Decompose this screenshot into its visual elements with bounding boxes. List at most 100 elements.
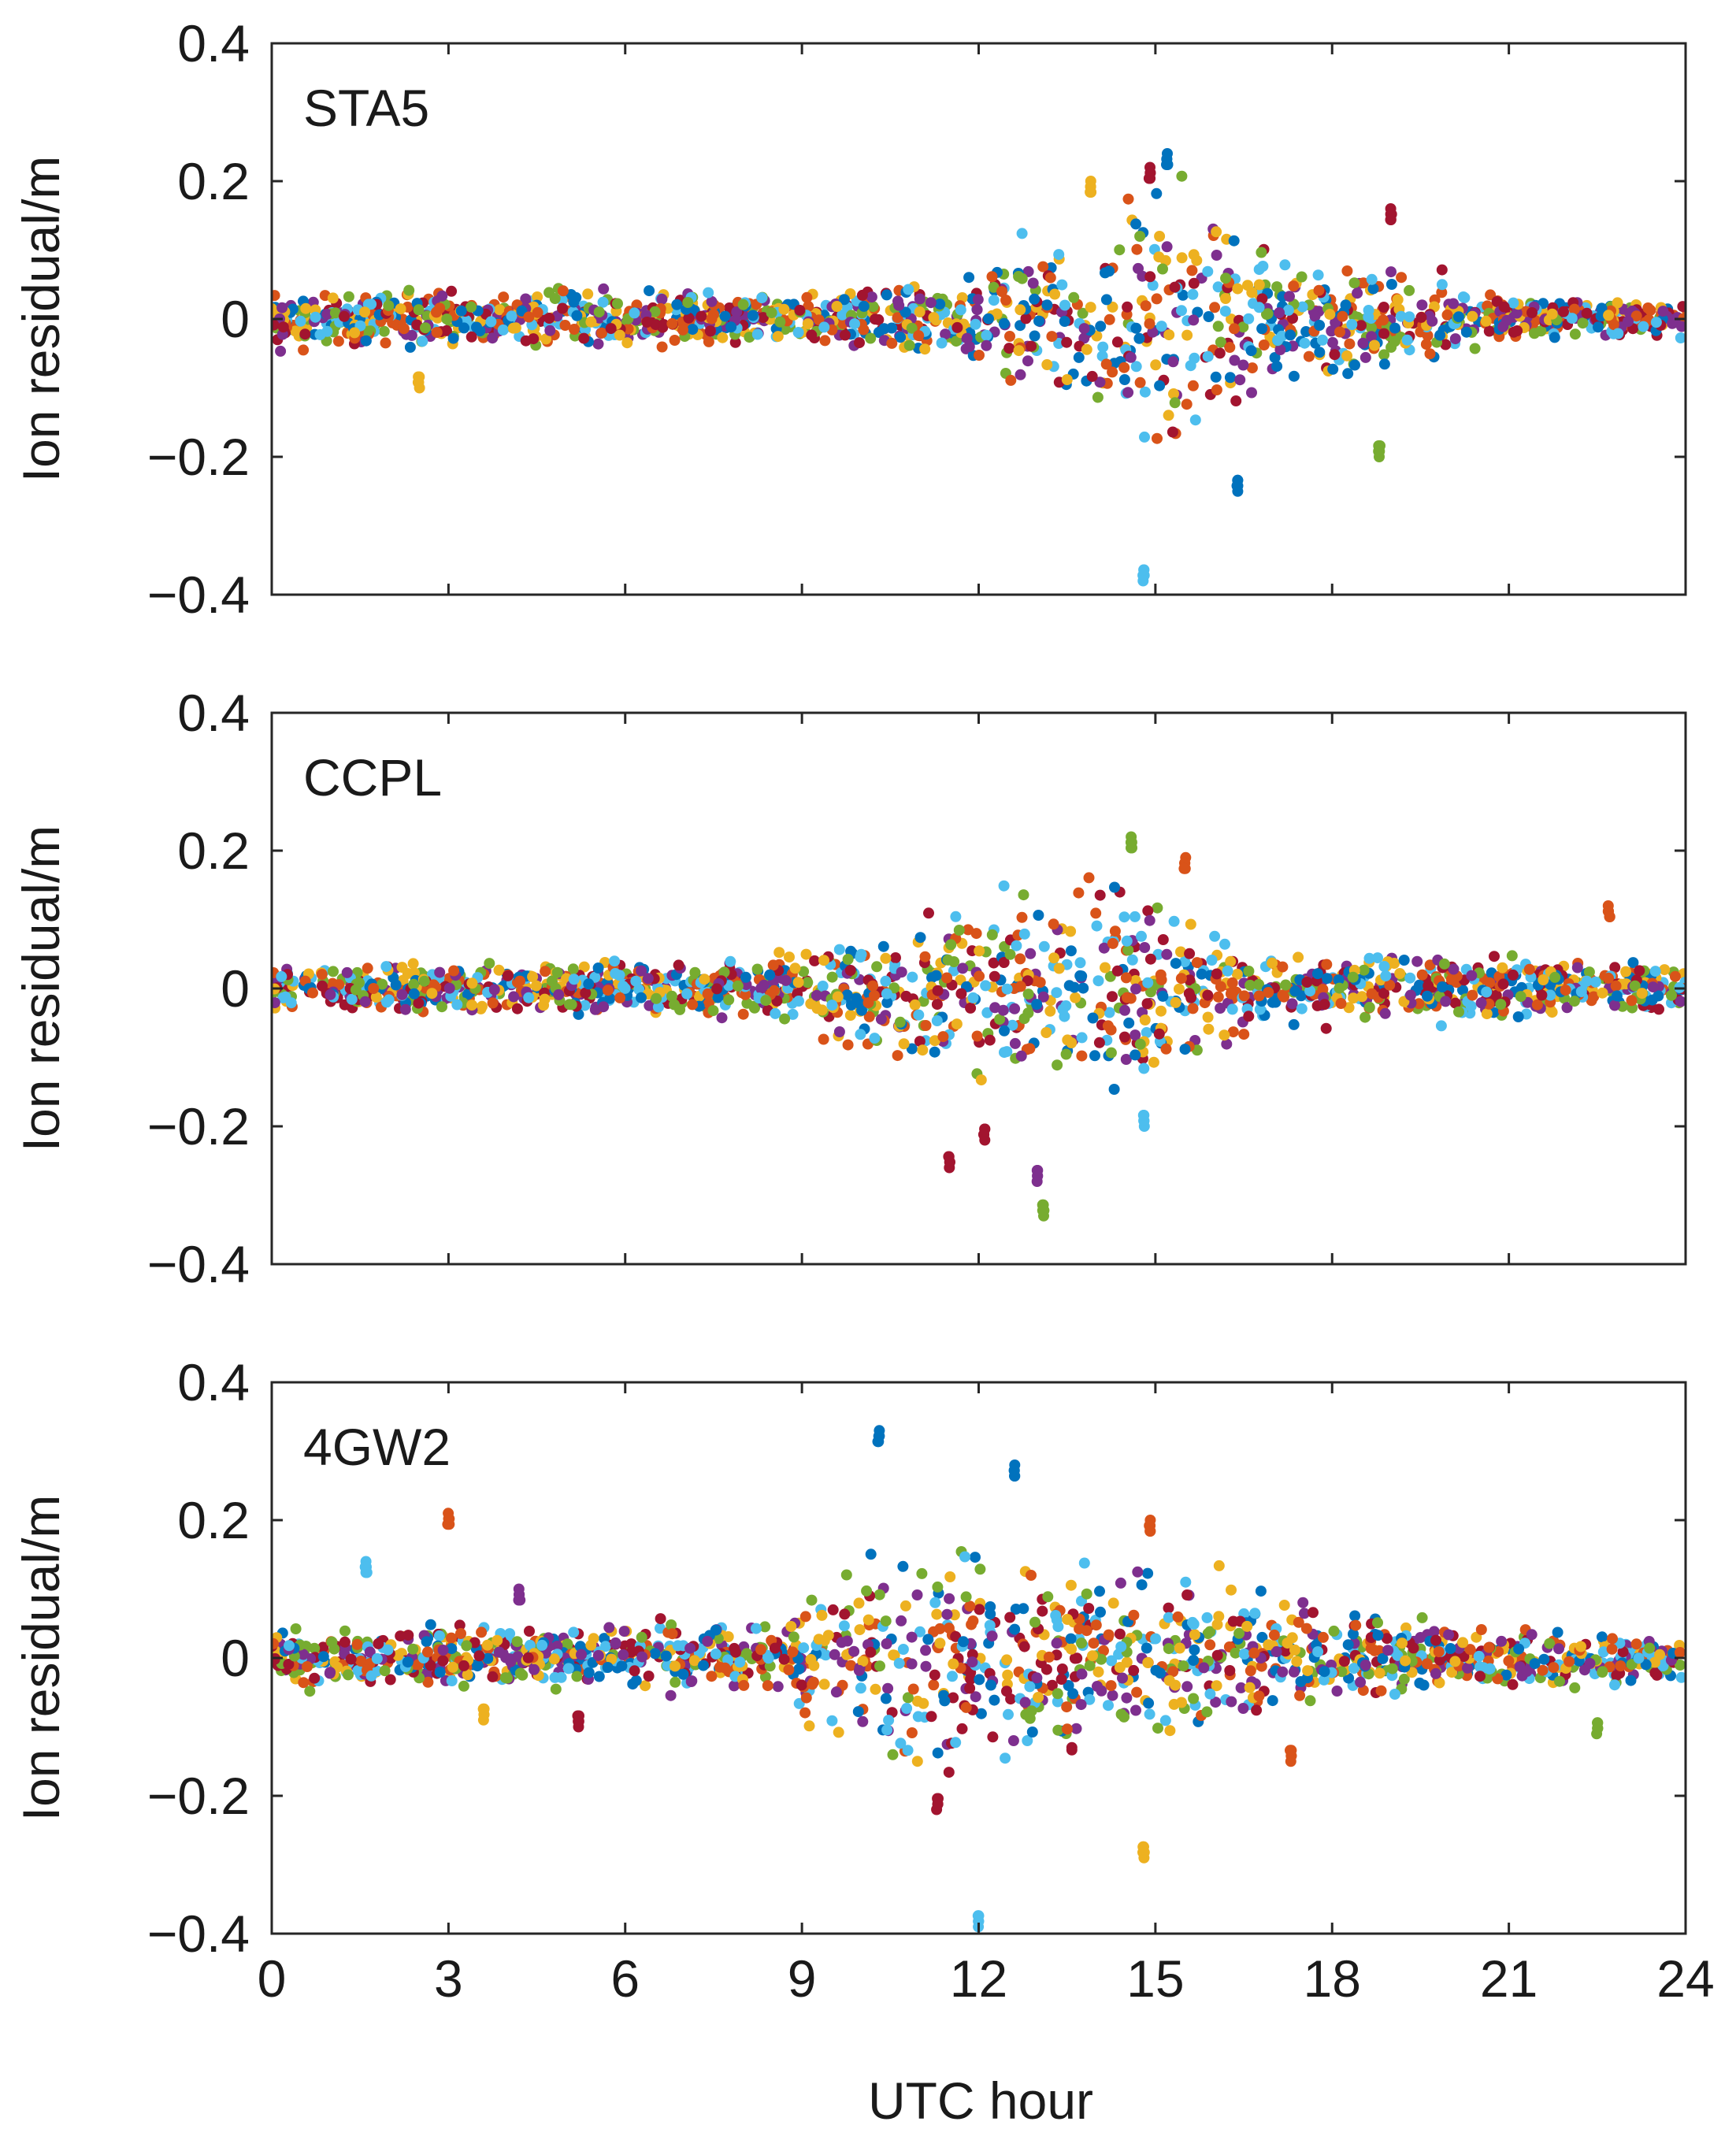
data-point (740, 988, 751, 1000)
data-point (950, 911, 962, 922)
data-point (1312, 269, 1324, 281)
data-point (426, 988, 438, 1000)
data-point (1144, 914, 1155, 926)
data-point (1196, 968, 1207, 980)
data-point (1647, 981, 1659, 993)
data-point (880, 975, 892, 987)
data-point (418, 975, 430, 987)
data-point (1569, 328, 1581, 340)
data-point (1548, 1662, 1560, 1674)
data-point (1024, 1681, 1036, 1693)
data-point (1309, 310, 1321, 322)
data-point (1044, 1005, 1056, 1017)
data-point (1355, 1676, 1367, 1688)
y-tick-label: 0.2 (177, 822, 250, 880)
data-point (582, 288, 594, 300)
data-point (1211, 226, 1222, 238)
data-point (730, 1646, 741, 1658)
data-point (276, 302, 288, 313)
data-point (875, 1014, 887, 1025)
data-point (1267, 996, 1278, 1008)
data-point (364, 1646, 376, 1658)
data-point (1103, 1629, 1115, 1641)
data-point (1296, 1003, 1308, 1014)
data-point (1523, 963, 1535, 975)
data-point (831, 301, 843, 312)
data-point (684, 1642, 696, 1654)
data-point (1473, 1650, 1485, 1662)
data-point (1389, 1689, 1400, 1700)
data-point (999, 1047, 1010, 1059)
data-point (1282, 1637, 1293, 1649)
data-point (1210, 371, 1222, 383)
data-point (681, 988, 693, 1000)
data-point (488, 984, 500, 996)
data-point (1256, 323, 1268, 335)
data-point (881, 1724, 893, 1736)
data-point (290, 1623, 302, 1634)
data-point (974, 970, 985, 982)
data-point (1398, 1673, 1410, 1685)
data-point (408, 978, 420, 990)
data-point (737, 299, 749, 310)
data-point (1434, 1654, 1445, 1666)
data-point (1015, 953, 1026, 965)
data-point (1369, 339, 1380, 351)
data-point (1029, 293, 1040, 305)
data-point (841, 989, 853, 1001)
data-point (826, 1000, 838, 1011)
data-point (893, 1657, 905, 1669)
y-tick-label: 0.4 (177, 1353, 250, 1411)
data-point (1152, 1723, 1163, 1734)
data-point (1092, 975, 1104, 987)
data-point (1136, 1579, 1148, 1591)
data-point (929, 1669, 940, 1681)
data-point (1536, 989, 1548, 1001)
data-point (1302, 1665, 1314, 1677)
data-point (1610, 980, 1622, 992)
data-point (833, 1726, 844, 1738)
data-point (1446, 1667, 1458, 1678)
data-point (1201, 1706, 1213, 1718)
data-point (967, 1615, 979, 1626)
data-point (1179, 1044, 1191, 1055)
data-point (811, 1003, 823, 1014)
data-point (1130, 218, 1142, 230)
data-point (1085, 302, 1096, 313)
data-point (1659, 964, 1671, 976)
data-point (1188, 1655, 1200, 1666)
data-point (1204, 1626, 1216, 1637)
data-point (1617, 1646, 1629, 1658)
data-point (706, 1671, 718, 1682)
data-point (422, 1676, 434, 1688)
y-tick-label: 0.4 (177, 684, 250, 742)
data-point (757, 312, 769, 324)
data-point (462, 1669, 473, 1681)
data-point (931, 1015, 943, 1026)
data-point (339, 1625, 351, 1637)
data-point (798, 966, 810, 977)
data-point (487, 1671, 499, 1682)
data-point (1201, 1611, 1213, 1623)
data-point (1435, 1020, 1447, 1032)
data-point (1378, 961, 1390, 972)
data-point (1219, 306, 1231, 317)
data-point (1538, 974, 1549, 985)
y-tick-label: −0.4 (147, 1904, 250, 1963)
data-point (1000, 295, 1011, 306)
data-point (1483, 325, 1495, 337)
data-point (1611, 990, 1623, 1002)
data-point (1249, 1608, 1261, 1619)
data-point (874, 1589, 885, 1600)
data-point (987, 1731, 999, 1743)
data-point (618, 1626, 630, 1637)
data-point (1120, 972, 1132, 984)
data-point (1512, 325, 1523, 336)
data-point (1515, 991, 1526, 1003)
data-point (1211, 384, 1222, 395)
data-point (1603, 972, 1614, 984)
y-tick-label: 0.2 (177, 1491, 250, 1549)
data-point (1584, 1658, 1596, 1669)
